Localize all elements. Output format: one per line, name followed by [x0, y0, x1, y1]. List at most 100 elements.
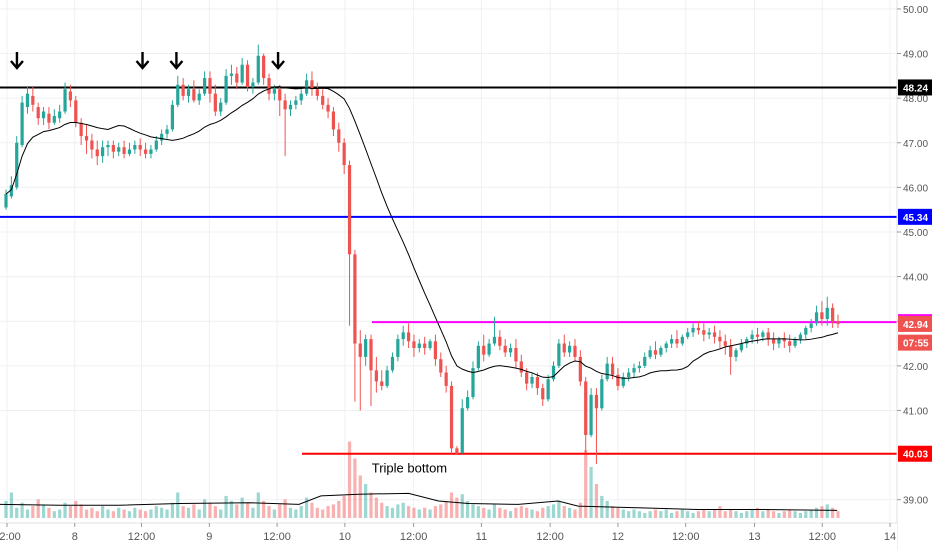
- volume-bar: [696, 511, 701, 518]
- price-tag-bg: [898, 445, 932, 462]
- x-tick-label: 9: [206, 531, 212, 543]
- annotations: Triple bottom: [372, 460, 447, 475]
- candle-body: [804, 327, 808, 335]
- volume-bar: [95, 511, 99, 518]
- volume-bar: [342, 495, 346, 518]
- volume-bar: [224, 495, 228, 518]
- candle: [219, 98, 223, 116]
- candle: [707, 327, 711, 340]
- volume-bar: [487, 509, 491, 518]
- arrow-markers: [10, 52, 285, 70]
- candle: [283, 93, 287, 157]
- y-tick-label: 46.00: [903, 183, 928, 194]
- volume-bar: [831, 507, 835, 518]
- candle: [568, 341, 572, 357]
- candle: [675, 330, 679, 348]
- volume-bar: [750, 509, 754, 518]
- candle-body: [546, 379, 550, 400]
- candle: [503, 339, 507, 357]
- candle-body: [514, 348, 518, 362]
- candle-body: [659, 348, 663, 355]
- volume-bar: [272, 509, 276, 518]
- volume-bar: [170, 502, 175, 518]
- candle: [471, 361, 475, 400]
- candle-body: [79, 122, 83, 137]
- candle-body: [831, 307, 835, 322]
- candle: [809, 319, 813, 333]
- volume-bar: [192, 504, 196, 518]
- volume-bar: [396, 504, 400, 518]
- volume-bar: [482, 507, 486, 518]
- volume-bar: [578, 502, 582, 518]
- candle-body: [632, 368, 636, 373]
- candle-body: [605, 363, 609, 380]
- volume-bar: [798, 512, 803, 518]
- candle: [739, 339, 743, 353]
- candle: [315, 82, 319, 101]
- volume-bar: [4, 501, 8, 518]
- candle: [546, 374, 550, 402]
- candle: [31, 87, 35, 112]
- volume-bar: [47, 507, 51, 518]
- candle-body: [444, 372, 448, 386]
- candle: [68, 84, 73, 108]
- volume-bar: [664, 509, 668, 518]
- candle: [186, 84, 191, 103]
- candle: [455, 446, 459, 454]
- price-tag: 07:55: [898, 334, 932, 351]
- candle: [664, 341, 668, 353]
- candle: [138, 138, 142, 157]
- candle-body: [304, 80, 309, 94]
- candle: [406, 323, 411, 348]
- candle: [423, 336, 427, 355]
- candle: [390, 352, 395, 373]
- x-tick-label: 12:00: [128, 531, 156, 543]
- candle-body: [160, 133, 164, 141]
- candle-body: [487, 343, 491, 355]
- candle: [197, 89, 201, 105]
- candle: [696, 321, 701, 335]
- price-tag-label: 48.24: [903, 83, 928, 94]
- candle: [288, 100, 293, 116]
- candle: [380, 370, 384, 391]
- candle-body: [310, 80, 314, 90]
- candle-body: [616, 374, 620, 386]
- candle-body: [63, 89, 67, 112]
- candle: [804, 325, 808, 340]
- volume-bar: [390, 507, 395, 518]
- candle: [192, 80, 196, 103]
- candle: [637, 361, 642, 373]
- y-tick-label: 50.00: [903, 5, 928, 16]
- down-arrow-icon: [10, 52, 24, 70]
- y-tick-label: 42.00: [903, 362, 928, 373]
- candle: [337, 122, 341, 152]
- candle-body: [793, 339, 797, 346]
- candle: [304, 73, 309, 96]
- candle-body: [278, 89, 282, 101]
- candle-body: [594, 394, 599, 409]
- candle-body: [449, 385, 454, 449]
- volume-bar: [557, 501, 561, 518]
- arrow-head: [169, 60, 184, 70]
- candle: [605, 356, 609, 382]
- candle-body: [321, 95, 325, 105]
- price-tag-bg: [898, 208, 932, 225]
- down-arrow-icon: [135, 52, 150, 70]
- candle: [235, 66, 239, 90]
- volume-bar: [809, 509, 813, 518]
- candle-body: [750, 334, 754, 340]
- candle: [4, 189, 8, 210]
- candle: [514, 339, 518, 369]
- volume-bar: [471, 504, 475, 518]
- candle: [686, 327, 690, 340]
- candle-body: [820, 312, 824, 319]
- x-tick-label: 11: [476, 531, 487, 543]
- y-tick-label: 48.00: [903, 94, 928, 105]
- candle-body: [455, 448, 459, 454]
- volume-bar: [771, 511, 776, 518]
- candle-body: [423, 343, 427, 348]
- candle-body: [798, 334, 803, 340]
- candle: [476, 341, 480, 371]
- candle-body: [525, 372, 529, 384]
